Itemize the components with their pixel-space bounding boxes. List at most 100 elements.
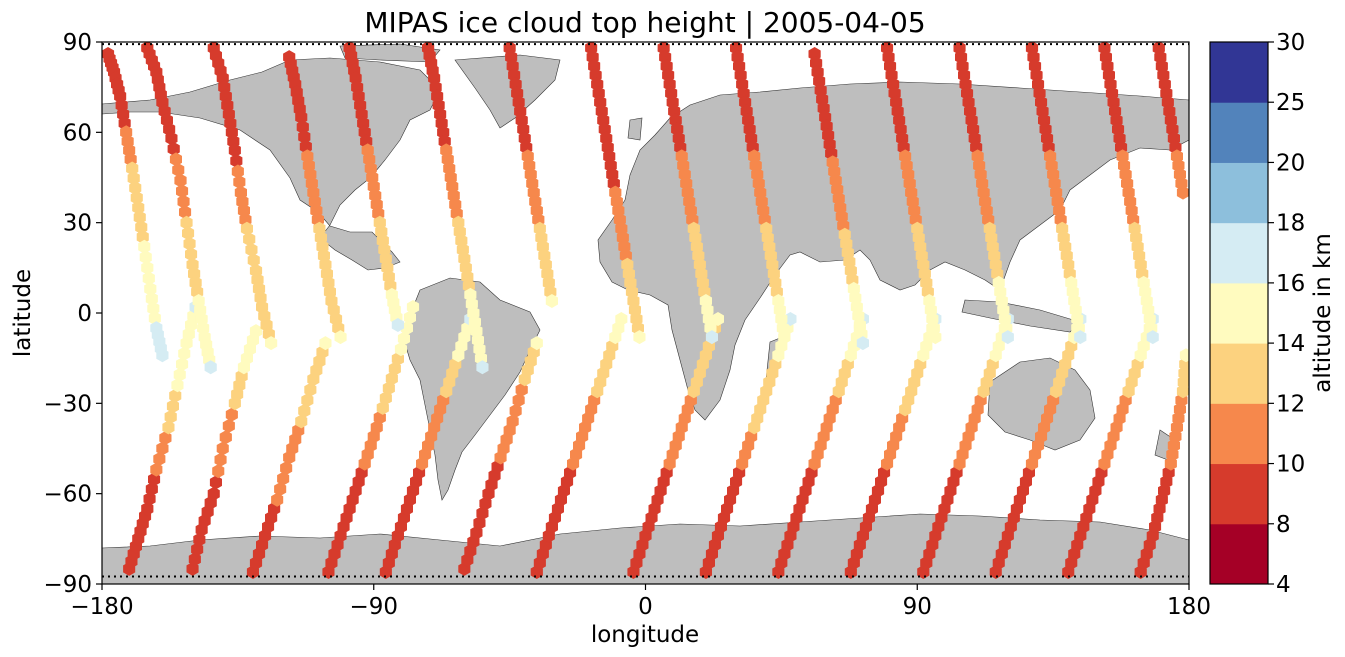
cloud-point <box>209 475 222 490</box>
cloud-point <box>130 190 143 205</box>
cloud-point <box>216 441 229 456</box>
cloud-point <box>132 200 145 215</box>
cloud-point <box>304 382 317 397</box>
colorbar-tick-label: 14 <box>1276 331 1305 357</box>
cloud-point <box>177 194 190 209</box>
x-tick-label: −180 <box>70 594 133 620</box>
cloud-point <box>271 492 284 507</box>
cloud-point <box>179 205 192 220</box>
colorbar-label: altitude in km <box>1310 233 1336 393</box>
colorbar-tick-label: 4 <box>1276 572 1291 598</box>
cloud-point <box>1176 185 1189 200</box>
cloud-point <box>167 141 180 156</box>
cloud-point <box>172 163 185 177</box>
cloud-point <box>245 242 258 257</box>
y-axis-label: latitude <box>10 269 36 357</box>
cloud-point <box>182 226 195 241</box>
colorbar-tick-label: 12 <box>1276 391 1305 417</box>
cloud-point <box>509 403 522 418</box>
landmass-indonesia <box>961 299 1081 333</box>
cloud-point <box>164 409 177 424</box>
cloud-point <box>295 110 308 125</box>
cloud-point <box>506 414 519 429</box>
cloud-point <box>219 430 232 445</box>
cloud-point <box>403 310 416 325</box>
cloud-point <box>1179 348 1189 363</box>
cloud-point <box>176 357 189 372</box>
cloud-point <box>153 452 166 466</box>
cloud-point <box>136 230 149 244</box>
cloud-point <box>204 360 217 375</box>
cloud-point <box>159 431 172 445</box>
cloud-point <box>243 232 256 247</box>
cloud-point <box>183 236 196 251</box>
y-tick-label: 60 <box>63 120 92 146</box>
cloud-point <box>150 462 163 477</box>
x-tick-label: 180 <box>1167 594 1211 620</box>
cloud-point <box>406 300 420 314</box>
cloud-point <box>1146 330 1159 345</box>
cloud-point <box>856 336 869 351</box>
cloud-point <box>334 330 347 345</box>
cloud-point <box>391 318 404 332</box>
cloud-point <box>174 173 187 188</box>
colorbar-tick-label: 18 <box>1276 211 1305 237</box>
cloud-point <box>230 153 243 168</box>
cloud-point <box>207 486 220 501</box>
cloud-point <box>139 250 152 265</box>
colorbar-tick-label: 10 <box>1276 452 1305 478</box>
cloud-point <box>142 271 155 286</box>
cloud-point <box>319 336 332 351</box>
cloud-point <box>778 330 791 345</box>
cloud-point <box>169 388 182 403</box>
cloud-point <box>173 367 186 382</box>
cloud-point <box>225 407 238 422</box>
x-tick-label: 0 <box>638 594 653 620</box>
colorbar <box>1209 41 1269 585</box>
cloud-point <box>301 393 314 408</box>
cloud-point <box>180 215 193 230</box>
cloud-point <box>144 281 157 296</box>
colorbar-tick-label: 8 <box>1276 512 1291 538</box>
cloud-point <box>784 312 797 326</box>
colorbar-segment <box>1210 222 1268 284</box>
cloud-point <box>212 464 225 479</box>
colorbar-segment <box>1210 42 1268 103</box>
colorbar-ticks: 4 8 10 12 14 16 18 20 25 30 <box>1268 30 1305 598</box>
colorbar-frame <box>1209 41 1269 585</box>
cloud-point <box>145 291 158 306</box>
cloud-point <box>166 399 179 414</box>
cloud-point <box>298 403 311 418</box>
colorbar-segment <box>1210 343 1268 404</box>
chart-title: MIPAS ice cloud top height | 2005-04-05 <box>364 6 925 39</box>
colorbar-segment <box>1210 523 1268 585</box>
cloud-point <box>249 324 263 339</box>
y-tick-label: 0 <box>77 301 92 327</box>
cloud-point <box>397 331 410 346</box>
cloud-point <box>394 342 407 357</box>
y-axis-ticks: −90 −60 −30 0 30 60 90 <box>43 30 102 598</box>
cloud-point <box>165 131 178 146</box>
colorbar-tick-label: 16 <box>1276 271 1305 297</box>
cloud-point <box>530 336 543 351</box>
colorbar-tick-label: 20 <box>1276 150 1305 176</box>
cloud-point <box>296 120 309 135</box>
cloud-point <box>228 143 241 158</box>
cloud-point <box>705 330 718 345</box>
colorbar-segment <box>1210 403 1268 465</box>
cloud-point <box>156 348 169 363</box>
cloud-point <box>127 171 140 186</box>
cloud-point <box>277 471 290 486</box>
cloud-point <box>162 420 175 435</box>
colorbar-segment <box>1210 102 1268 163</box>
cloud-point <box>299 139 312 154</box>
colorbar-segment <box>1210 463 1268 525</box>
cloud-point <box>1074 330 1087 345</box>
cloud-point <box>169 152 182 167</box>
cloud-point <box>141 260 154 275</box>
cloud-point <box>274 482 287 497</box>
cloud-point <box>185 247 198 262</box>
x-axis-ticks: −180 −90 0 90 180 <box>70 584 1211 620</box>
cloud-point <box>133 210 146 225</box>
